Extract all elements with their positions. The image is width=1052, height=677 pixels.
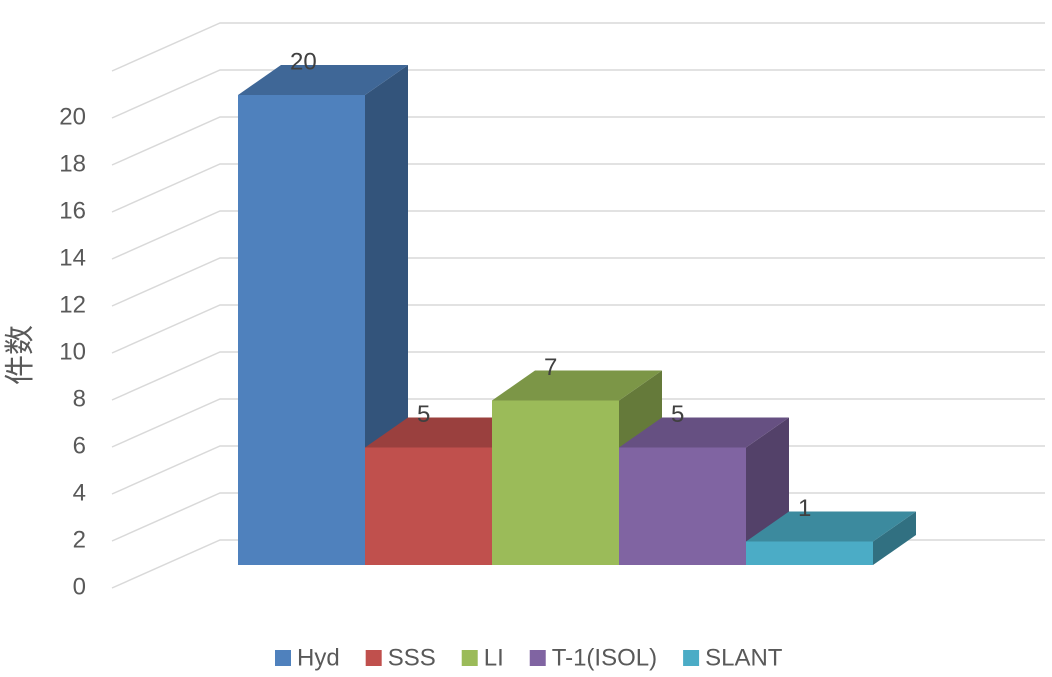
y-tick-label: 10	[59, 338, 86, 365]
grid-line	[111, 351, 1045, 401]
y-tick-label: 16	[59, 197, 86, 224]
data-label: 1	[798, 495, 811, 522]
grid-line	[111, 257, 1045, 307]
data-label: 20	[290, 48, 317, 75]
bar	[238, 95, 365, 565]
bar-side	[873, 511, 916, 565]
legend-swatch	[365, 650, 382, 666]
y-axis-title: 件数	[4, 325, 37, 385]
y-tick-label: 18	[59, 150, 86, 177]
bar-top	[619, 417, 789, 448]
legend-label: Hyd	[297, 644, 340, 671]
grid-line	[111, 210, 1045, 260]
legend-label: T-1(ISOL)	[552, 644, 657, 671]
grid-frame	[111, 22, 1045, 72]
data-label: 7	[544, 354, 557, 381]
data-label: 5	[671, 401, 684, 428]
y-tick-label: 4	[73, 479, 86, 506]
y-tick-label: 6	[73, 432, 86, 459]
y-tick-label: 14	[59, 244, 86, 271]
grid-line	[111, 398, 1045, 448]
bar	[619, 447, 746, 565]
legend-swatch	[275, 650, 291, 666]
legend-swatch	[683, 650, 700, 666]
grid-line	[111, 116, 1045, 166]
legend-label: SSS	[388, 644, 436, 671]
grid-line	[111, 69, 1045, 119]
legend-label: SLANT	[705, 644, 783, 671]
legend-swatch	[529, 650, 546, 666]
bar	[746, 541, 873, 565]
bar	[365, 447, 492, 565]
y-tick-label: 8	[73, 385, 86, 412]
bar-top	[746, 511, 916, 542]
legend-label: LI	[484, 644, 504, 671]
y-tick-label: 12	[59, 291, 86, 318]
data-label: 5	[417, 401, 430, 428]
bar-top	[492, 370, 662, 401]
grid-line	[111, 304, 1045, 354]
y-tick-label: 20	[59, 103, 86, 130]
y-tick-label: 0	[73, 573, 86, 600]
legend-swatch	[461, 650, 478, 666]
y-tick-label: 2	[73, 526, 86, 553]
bar	[492, 400, 619, 565]
grid-line	[111, 163, 1045, 213]
bar-top	[238, 65, 408, 95]
